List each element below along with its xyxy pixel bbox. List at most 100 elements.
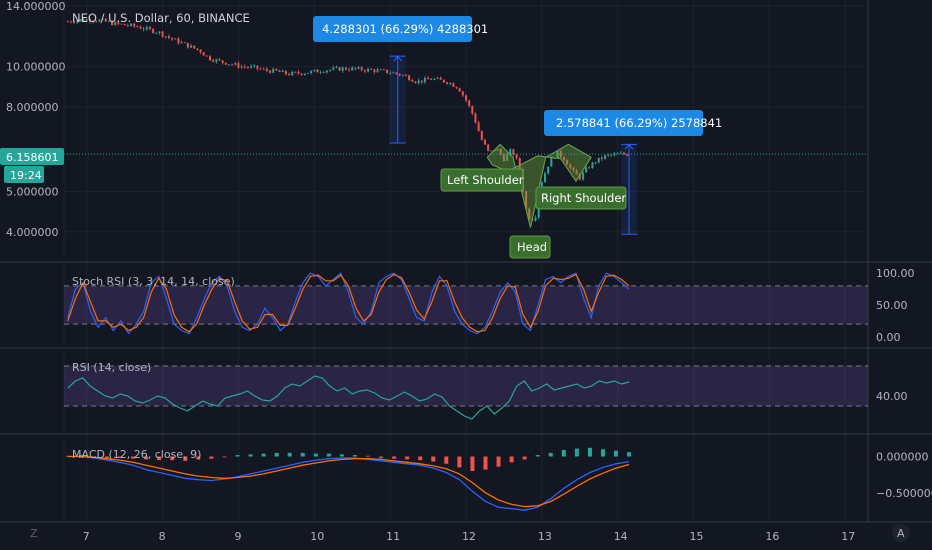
candle-body — [164, 36, 167, 38]
candle-body — [291, 71, 294, 76]
candle-body — [411, 80, 414, 82]
macd-histogram-bar — [627, 452, 632, 457]
candle-body — [246, 67, 249, 68]
chart-title: NEO / U.S. Dollar, 60, BINANCE — [72, 11, 250, 25]
svg-text:4.288301 (66.29%) 4288301: 4.288301 (66.29%) 4288301 — [322, 22, 488, 36]
candle-body — [610, 154, 613, 156]
right-shoulder-label[interactable]: Right Shoulder — [535, 186, 627, 210]
macd-histogram-bar — [535, 455, 540, 457]
measure-label-2[interactable]: 2.578841 (66.29%) 2578841 — [544, 110, 722, 136]
candle-body — [66, 21, 69, 23]
price-tick-label: 5.000000 — [6, 186, 59, 199]
candle-body — [174, 38, 177, 40]
candle-body — [341, 67, 344, 71]
candle-body — [518, 157, 521, 170]
candle-body — [455, 86, 458, 89]
candle-body — [69, 21, 72, 23]
candle-body — [499, 149, 502, 155]
candle-body — [218, 59, 221, 61]
candle-body — [623, 152, 626, 155]
rsi-pane[interactable] — [64, 365, 868, 420]
candle-body — [262, 68, 265, 70]
candle-body — [442, 79, 445, 83]
price-tick-label: 8.000000 — [6, 101, 59, 114]
macd-histogram-bar — [300, 452, 305, 457]
time-axis[interactable]: 7 8 9 10 11 12 13 14 15 16 17 — [83, 530, 855, 543]
candle-body — [303, 73, 306, 75]
candle-body — [604, 155, 607, 159]
candle-body — [231, 64, 234, 66]
price-axis[interactable]: 14.000000 10.000000 8.000000 5.000000 4.0000… — [6, 0, 932, 500]
candle-body — [559, 151, 562, 158]
macd-histogram-bar — [65, 455, 70, 457]
candle-body — [338, 67, 341, 71]
candle-body — [420, 80, 423, 83]
candle-body — [404, 74, 407, 76]
candle-body — [111, 21, 114, 26]
candle-body — [506, 154, 509, 161]
candle-body — [433, 78, 436, 80]
left-shoulder-label[interactable]: Left Shoulder — [440, 168, 524, 192]
zoom-button[interactable]: Z — [30, 527, 38, 540]
candle-body — [458, 88, 461, 92]
candle-body — [215, 59, 218, 62]
candle-body — [284, 70, 287, 75]
macd-histogram-bar — [339, 454, 344, 457]
candle-body — [594, 162, 597, 164]
candle-body — [600, 157, 603, 159]
candle-body — [329, 69, 332, 71]
macd-histogram-bar — [561, 449, 566, 457]
rsi-title: RSI (14, close) — [72, 361, 151, 374]
candle-body — [130, 23, 132, 26]
macd-histogram-bar — [118, 456, 123, 458]
candle-body — [256, 65, 259, 69]
candle-body — [281, 70, 284, 72]
candle-body — [619, 152, 622, 154]
auto-scale-button[interactable]: A — [892, 524, 910, 542]
macd-histogram-bar — [131, 456, 136, 459]
time-tick-label: 17 — [841, 530, 855, 543]
candle-body — [591, 162, 594, 168]
candle-body — [265, 68, 268, 71]
measure-label-1[interactable]: 4.288301 (66.29%) 4288301 — [313, 16, 488, 42]
macd-histogram-bar — [157, 456, 162, 461]
stoch-rsi-pane[interactable] — [64, 272, 868, 335]
candle-body — [496, 149, 499, 151]
candle-body — [515, 154, 518, 158]
candle-body — [465, 95, 467, 101]
candle-body — [446, 82, 449, 84]
candle-body — [556, 151, 559, 159]
macd-pane[interactable] — [65, 447, 632, 511]
candle-body — [161, 31, 164, 37]
price-pane[interactable] — [64, 17, 868, 235]
svg-text:Head: Head — [517, 240, 547, 254]
candle-body — [578, 174, 581, 180]
candle-body — [389, 72, 392, 74]
candle-body — [562, 157, 565, 161]
candle-body — [199, 49, 202, 53]
macd-histogram-bar — [261, 453, 266, 457]
macd-title: MACD (12, 26, close, 9) — [72, 448, 201, 461]
time-tick-label: 14 — [614, 530, 628, 543]
candle-body — [528, 208, 531, 220]
macd-series-line — [67, 455, 630, 508]
candle-body — [363, 70, 366, 72]
macd-histogram-bar — [235, 455, 240, 457]
grid — [0, 0, 932, 523]
macd-histogram-bar — [287, 452, 292, 457]
macd-histogram-bar — [457, 456, 462, 468]
macd-histogram-bar — [313, 453, 318, 457]
macd-histogram-bar — [483, 456, 488, 470]
candle-body — [480, 131, 483, 141]
candle-body — [477, 122, 480, 132]
candle-body — [471, 105, 474, 114]
candle-body — [114, 22, 117, 26]
head-label[interactable]: Head — [509, 235, 551, 259]
candle-body — [133, 23, 136, 27]
candle-body — [227, 64, 230, 66]
macd-histogram-bar — [392, 456, 397, 459]
candle-body — [142, 28, 145, 30]
svg-text:Left Shoulder: Left Shoulder — [447, 173, 524, 187]
candle-body — [155, 32, 158, 34]
